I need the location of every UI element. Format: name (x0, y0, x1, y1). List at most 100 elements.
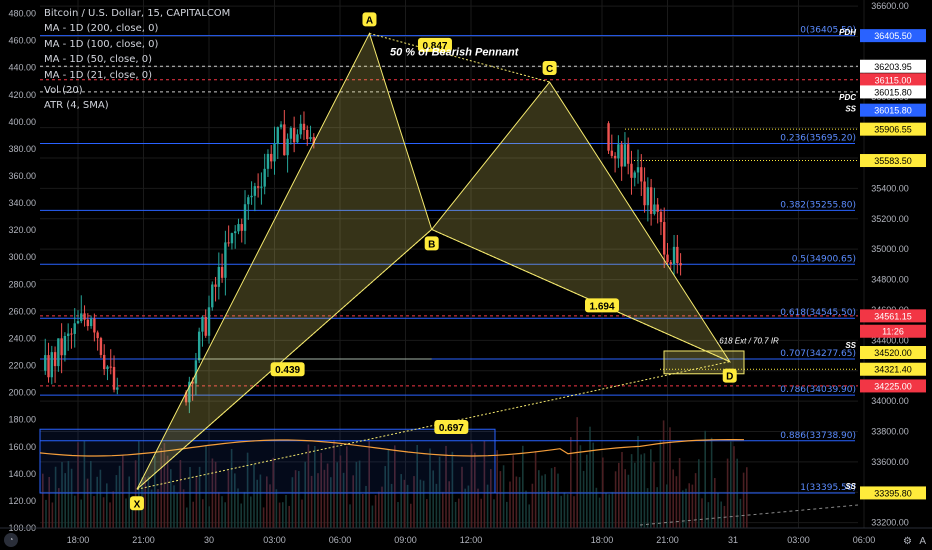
candle-body (659, 211, 663, 223)
volume-bar (451, 451, 454, 528)
volume-bar (672, 469, 674, 528)
left-axis-tick: 400.00 (8, 117, 36, 127)
indicator-ma100[interactable]: MA - 1D (100, close, 0) (44, 38, 159, 50)
volume-bar (381, 486, 383, 528)
pattern-point-label: X (134, 499, 141, 510)
indicator-atr[interactable]: ATR (4, SMA) (44, 100, 109, 112)
volume-bar (480, 498, 482, 528)
candle-body (270, 153, 273, 162)
candle-body (53, 352, 57, 367)
pattern-point-badge (424, 236, 439, 251)
candle-body (99, 338, 103, 355)
volume-bar (333, 439, 335, 528)
candle-body (273, 143, 276, 162)
volume-bar (550, 468, 553, 528)
candle-body (276, 127, 279, 144)
volume-bar (467, 485, 470, 528)
indicator-ma50[interactable]: MA - 1D (50, close, 0) (44, 54, 153, 66)
price-label: 36015.80 (874, 106, 912, 116)
pattern-ratio-badge (585, 298, 619, 313)
volume-bar (714, 477, 716, 528)
volume-bar (634, 462, 636, 528)
left-axis-tick: 340.00 (8, 198, 36, 208)
price-label-badge (860, 362, 926, 376)
volume-bar (461, 466, 463, 528)
volume-bar (525, 490, 527, 528)
candle-body (83, 313, 86, 320)
price-label: 34520.00 (874, 348, 912, 358)
volume-bar (224, 502, 226, 528)
candle-body (50, 352, 53, 378)
volume-bar (614, 471, 617, 528)
indicator-ma200[interactable]: MA - 1D (200, close, 0) (44, 23, 159, 35)
price-label: 34225.00 (874, 381, 912, 391)
volume-bar (384, 466, 386, 528)
volume-bar (160, 447, 162, 528)
indicator-vol[interactable]: Vol (20) (44, 85, 83, 97)
candle-body (194, 360, 198, 384)
volume-bar (518, 477, 521, 528)
right-axis-tick: 33800.00 (871, 427, 909, 437)
volume-bar (582, 470, 585, 528)
volume-bar (646, 488, 649, 528)
price-label: 11:26 (882, 327, 904, 337)
candle-body (679, 263, 682, 266)
x-axis-tick: 18:00 (67, 535, 90, 545)
x-axis-tick: 06:00 (853, 535, 876, 545)
candle-body (96, 332, 99, 339)
auto-scale-icon[interactable]: A (919, 536, 926, 547)
volume-bar (608, 494, 610, 528)
price-label: 34321.40 (874, 365, 912, 375)
left-axis-tick: 380.00 (8, 144, 36, 154)
fib-label: 0.5(34900.65) (792, 254, 856, 264)
left-axis-tick: 180.00 (8, 415, 36, 425)
right-axis-tick: 34000.00 (871, 396, 909, 406)
volume-bar (189, 466, 191, 528)
left-axis-tick: 440.00 (8, 63, 36, 73)
volume-bar (368, 440, 370, 528)
candle-body (309, 137, 312, 140)
left-axis-tick: 160.00 (8, 442, 36, 452)
volume-bar (493, 499, 495, 528)
volume-bar (698, 459, 700, 528)
candle-body (263, 168, 266, 187)
candle-body (70, 333, 73, 335)
volume-bar (666, 484, 668, 528)
pattern-ratio-label: 0.697 (439, 423, 464, 434)
volume-bar (214, 461, 217, 528)
volume-bar (240, 503, 242, 528)
volume-bar (566, 494, 569, 528)
tradingview-logo-icon[interactable]: ◔ (4, 533, 18, 547)
volume-bar (326, 463, 329, 528)
volume-bar (426, 499, 428, 528)
volume-bar (576, 417, 578, 528)
candle-body (613, 155, 617, 159)
volume-bar (93, 496, 95, 528)
candle-body (646, 187, 650, 206)
volume-bar (371, 505, 374, 528)
candle-body (112, 366, 116, 390)
volume-bar (125, 498, 127, 528)
candle-body (260, 186, 263, 188)
candle-body (217, 266, 221, 287)
symbol-title[interactable]: Bitcoin / U.S. Dollar, 15, CAPITALCOM (44, 8, 231, 19)
volume-bar (416, 444, 418, 528)
volume-bar (96, 476, 98, 528)
side-tag: PDC (839, 93, 856, 102)
volume-bar (573, 496, 575, 528)
price-label: 35906.55 (874, 125, 912, 135)
left-axis-tick: 480.00 (8, 9, 36, 19)
candle-body (656, 204, 659, 212)
volume-bar (352, 475, 354, 528)
volume-bar (202, 499, 204, 528)
volume-bar (707, 502, 710, 528)
indicator-ma21[interactable]: MA - 1D (21, close, 0) (44, 69, 153, 81)
candle-body (653, 204, 656, 214)
candle-body (44, 355, 47, 371)
volume-bar (387, 449, 390, 528)
settings-gear-icon[interactable]: ⚙ (903, 536, 912, 547)
price-label-badge (860, 309, 926, 323)
volume-bar (349, 504, 351, 528)
candle-body (633, 172, 636, 178)
